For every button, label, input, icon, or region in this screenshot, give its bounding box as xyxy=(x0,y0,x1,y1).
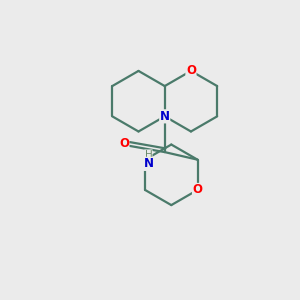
Text: O: O xyxy=(119,137,129,150)
Text: N: N xyxy=(160,110,170,123)
Text: H: H xyxy=(145,150,152,160)
Text: O: O xyxy=(193,184,202,196)
Text: N: N xyxy=(143,158,153,170)
Text: O: O xyxy=(186,64,196,77)
